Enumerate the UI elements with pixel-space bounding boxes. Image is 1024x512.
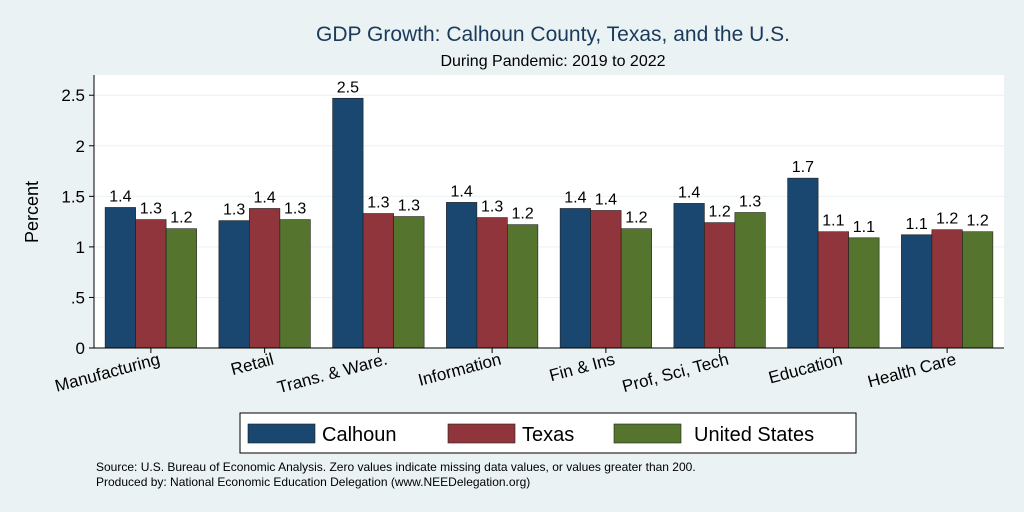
- bar: [704, 222, 736, 349]
- footnote-line: Source: U.S. Bureau of Economic Analysis…: [96, 460, 696, 474]
- legend-swatch: [447, 423, 516, 444]
- bar-value-label: 1.3: [481, 199, 503, 216]
- bar: [901, 234, 933, 349]
- chart-title: GDP Growth: Calhoun County, Texas, and t…: [316, 23, 790, 46]
- bar-value-label: 1.4: [678, 184, 700, 201]
- bar: [673, 203, 705, 349]
- bar: [332, 97, 364, 349]
- bar: [787, 177, 819, 349]
- bar-value-label: 2.5: [337, 79, 359, 96]
- bar-value-label: 1.1: [906, 216, 928, 233]
- x-tick-label: Trans. & Ware.: [275, 350, 389, 398]
- y-tick-label: .5: [71, 288, 85, 307]
- bar: [507, 224, 539, 349]
- y-tick-label: 0: [76, 339, 85, 358]
- bar-value-label: 1.4: [564, 189, 586, 206]
- bar: [734, 212, 766, 349]
- bar-value-label: 1.4: [595, 191, 617, 208]
- bar-value-label: 1.2: [625, 210, 647, 227]
- legend-label: Texas: [522, 424, 574, 446]
- legend-swatch: [247, 423, 316, 444]
- bar: [620, 228, 652, 349]
- bar: [962, 231, 994, 349]
- bar-value-label: 1.3: [284, 201, 306, 218]
- bar-value-label: 1.7: [792, 159, 814, 176]
- bar-value-label: 1.3: [398, 198, 420, 215]
- bar: [817, 231, 849, 349]
- x-axis: Manufacturing Retail Trans. & Ware. Informa…: [53, 347, 1004, 398]
- bar-value-label: 1.2: [512, 206, 534, 223]
- x-tick-label: Manufacturing: [53, 350, 162, 396]
- y-tick-label: 2.5: [61, 86, 85, 105]
- bar-value-label: 1.3: [140, 201, 162, 218]
- legend-label: Calhoun: [322, 424, 397, 446]
- bar: [393, 216, 425, 349]
- x-tick-label: Retail: [229, 350, 276, 380]
- bar: [218, 220, 250, 349]
- bar-value-label: 1.2: [936, 211, 958, 228]
- bar-value-label: 1.3: [739, 194, 761, 211]
- bar-value-label: 1.1: [822, 213, 844, 230]
- footnotes: Source: U.S. Bureau of Economic Analysis…: [96, 460, 696, 489]
- legend-label: United States: [694, 424, 814, 446]
- chart-subtitle: During Pandemic: 2019 to 2022: [440, 53, 665, 70]
- bar: [165, 228, 197, 349]
- bar: [279, 219, 311, 349]
- bar: [476, 217, 508, 349]
- bar-labels: 1.4 1.3 1.2 1.3 1.4 1.3 2.5 1.3 1.3 1.4 1.3 1.2 1.4 1…: [109, 79, 989, 236]
- bar-value-label: 1.3: [223, 202, 245, 219]
- bar: [590, 210, 622, 349]
- legend: Calhoun Texas United States: [239, 412, 857, 454]
- y-tick-label: 1.5: [61, 187, 85, 206]
- x-tick-label: Health Care: [866, 350, 959, 392]
- bar-value-label: 1.2: [170, 210, 192, 227]
- footnote-line: Produced by: National Economic Education…: [96, 475, 530, 489]
- bar-value-label: 1.3: [367, 195, 389, 212]
- x-tick-label: Education: [766, 350, 844, 388]
- bar: [559, 208, 591, 349]
- bar-value-label: 1.4: [451, 183, 473, 200]
- x-tick-label: Information: [416, 350, 503, 390]
- y-axis-label: Percent: [22, 181, 42, 243]
- bars: [104, 97, 994, 349]
- bar: [848, 237, 880, 349]
- bar: [104, 207, 136, 349]
- bar: [362, 213, 394, 349]
- x-tick-label: Fin & Ins: [547, 350, 617, 386]
- legend-box: [239, 412, 857, 454]
- legend-swatch: [613, 423, 682, 444]
- bar-value-label: 1.1: [853, 219, 875, 236]
- bar: [135, 219, 167, 349]
- bar: [931, 229, 963, 349]
- bar: [446, 202, 478, 349]
- y-tick-label: 1: [76, 238, 85, 257]
- bar-value-label: 1.4: [254, 189, 276, 206]
- bar: [249, 208, 281, 349]
- x-tick-label: Prof, Sci, Tech: [620, 350, 730, 397]
- bar-value-label: 1.2: [967, 213, 989, 230]
- bar-value-label: 1.4: [109, 188, 131, 205]
- bar-value-label: 1.2: [709, 204, 731, 221]
- y-axis: 0 .5 1 1.5 2 2.5: [61, 75, 95, 358]
- y-tick-label: 2: [76, 137, 85, 156]
